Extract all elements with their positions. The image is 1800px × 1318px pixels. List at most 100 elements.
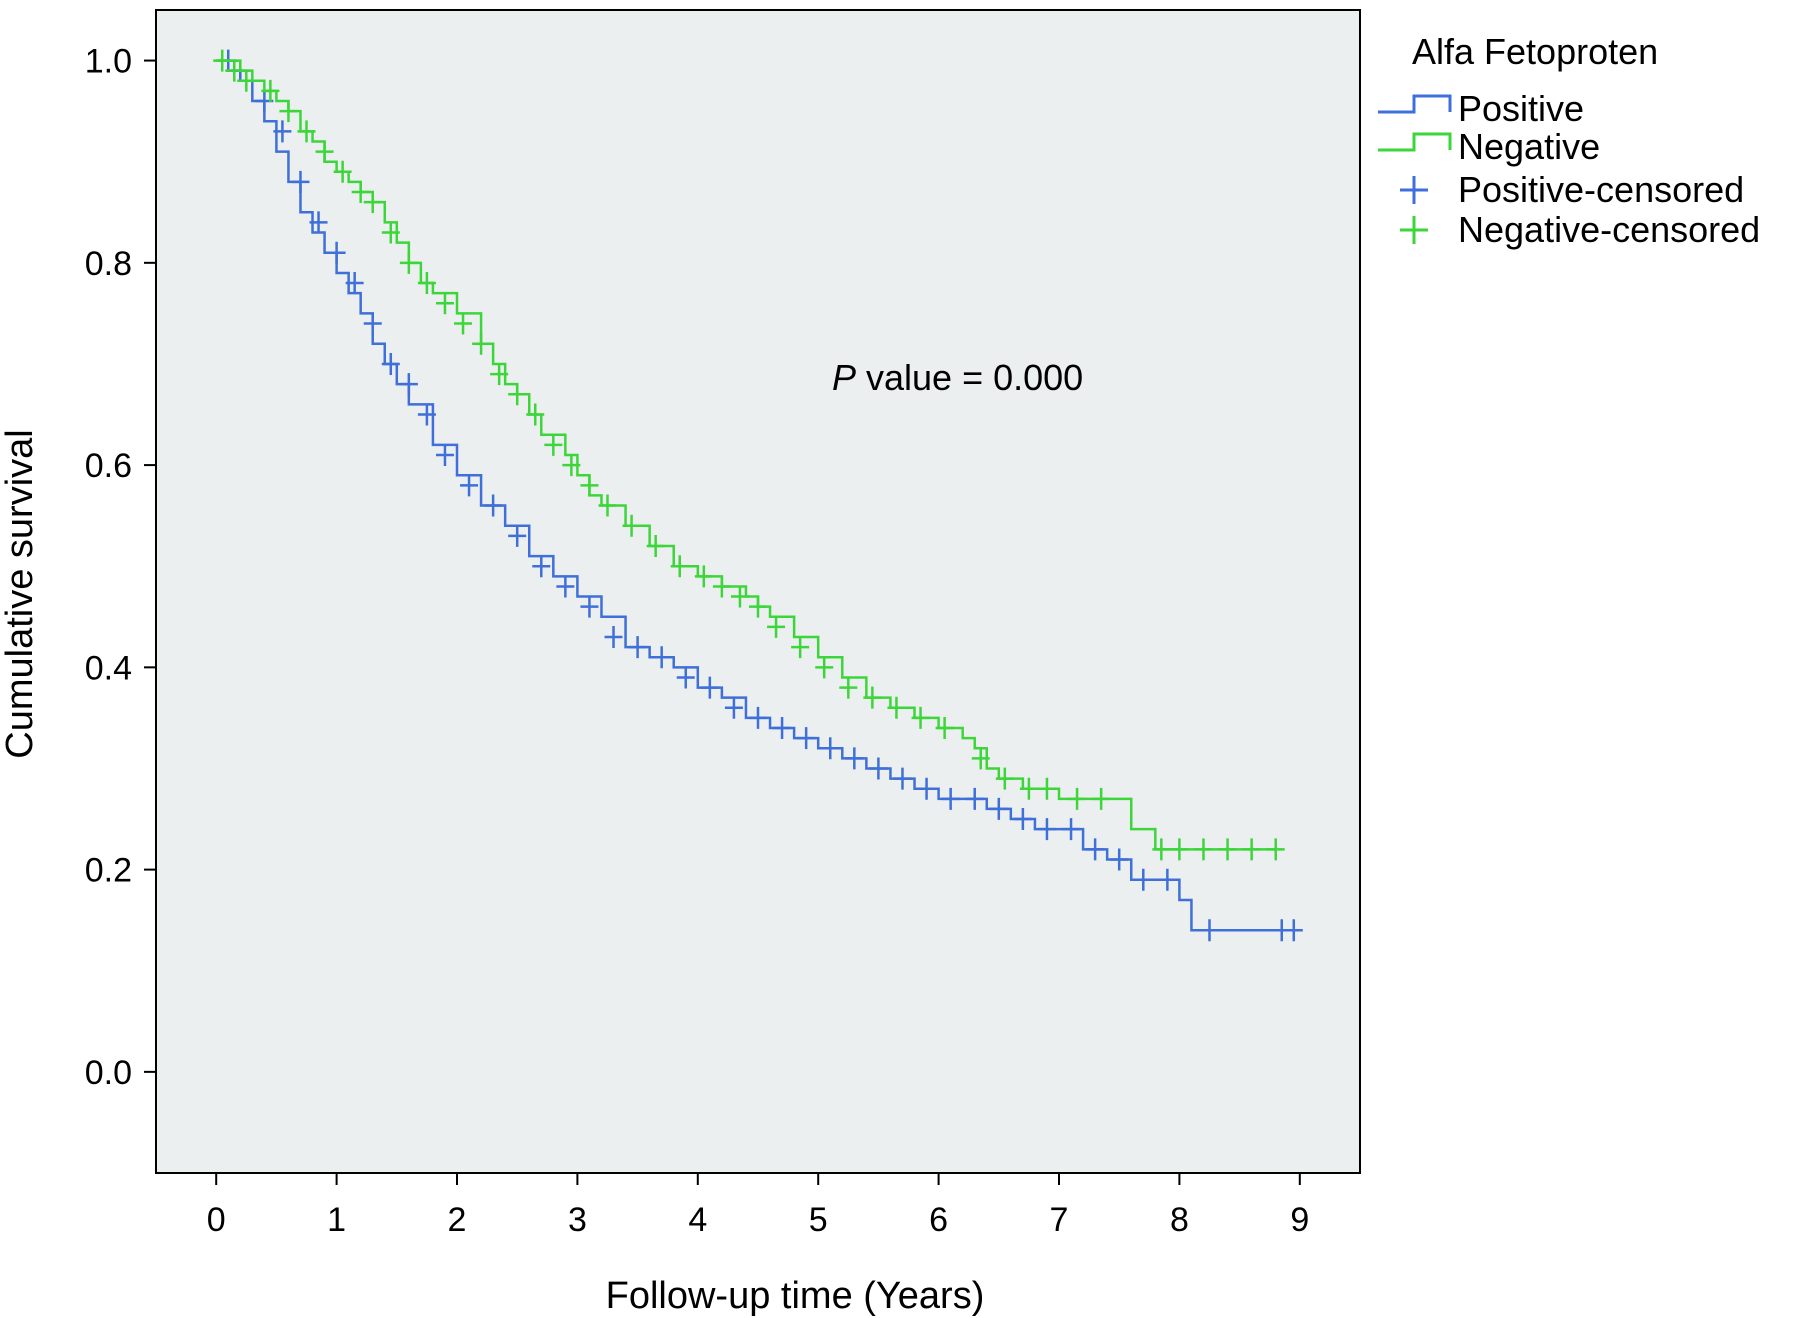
series-layer [213,49,1303,942]
negative-censored-mark [315,140,334,163]
negative-censored-mark [694,565,713,588]
negative-censored-mark [1170,838,1189,861]
positive-censored-mark [345,272,364,295]
positive-censored-mark [893,767,912,790]
positive-censored-mark [749,706,767,729]
legend-negative-censored-label: Negative-censored [1458,209,1760,250]
negative-censored-mark [351,181,370,204]
negative-censored-mark [454,312,473,335]
positive-censored-mark [1013,808,1032,831]
p-value-annotation: P value = 0.000 [832,357,1083,398]
negative-censored-mark [213,49,232,72]
positive-censored-mark [1062,818,1081,841]
negative-censored-mark [863,686,882,709]
legend-title: Alfa Fetoproten [1412,31,1658,72]
plot-area [155,9,1361,1174]
x-axis-title: Follow-up time (Years) [606,1275,985,1317]
negative-censored-mark [580,474,599,497]
negative-censored-mark [279,100,298,123]
negative-censored-mark [1037,777,1056,800]
negative-censored-mark [381,221,400,244]
positive-censored-mark [965,787,984,810]
positive-censored-mark [508,524,527,547]
positive-censored-mark [869,757,888,780]
x-axis: 0 1 2 3 4 5 6 7 8 9 [207,1173,1309,1239]
negative-censored-mark [526,403,545,426]
legend-positive-label: Positive [1458,88,1584,129]
negative-censored-mark [1266,838,1285,861]
positive-censored-mark [580,595,599,618]
negative-censored-mark [815,656,834,679]
positive-censored-mark [1037,818,1056,841]
positive-censored-mark [821,737,840,760]
positive-censored-mark [604,626,623,649]
positive-censored-mark [652,646,671,669]
negative-censored-mark [363,191,382,214]
positive-censored-mark [773,717,792,740]
negative-censored-mark [297,120,316,143]
positive-censored-mark [484,494,503,517]
positive-censored-mark [556,575,575,598]
positive-censored-mark [1158,868,1177,891]
legend-positive-symbol [1378,94,1452,114]
negative-censored-mark [237,69,256,92]
legend-negative-symbol [1378,132,1452,152]
x-tick-label: 1 [327,1201,346,1239]
negative-censored-mark [730,585,749,608]
y-tick-label: 0.6 [85,447,132,485]
negative-censored-mark [472,332,491,355]
positive-censored-mark [399,373,418,396]
positive-censored-mark [327,241,346,264]
y-tick-label: 0.4 [85,649,132,687]
negative-censored-mark [261,79,280,102]
negative-censored-mark [1194,838,1213,861]
x-tick-label: 6 [929,1201,948,1239]
negative-censored-mark [1218,838,1237,861]
positive-censored-mark [291,170,310,193]
negative-censored-mark [839,676,858,699]
positive-censored-mark [1110,848,1129,871]
negative-censored-mark [791,636,810,659]
negative-censored-mark [562,454,581,477]
positive-censored-mark [417,403,436,426]
positive-censored-mark [460,474,479,497]
positive-censored-mark [628,636,647,659]
positive-censored-mark [941,787,960,810]
negative-censored-mark [749,595,767,618]
negative-censored-mark [622,514,641,537]
positive-censored-mark [700,676,719,699]
negative-censored-mark [911,706,930,729]
negative-censored-mark [1242,838,1261,861]
negative-censored-mark [1152,838,1171,861]
negative-censored-mark [670,555,689,578]
y-axis-title: Cumulative survival [0,429,41,758]
negative-censored-mark [646,534,665,557]
legend-negative-label: Negative [1458,126,1600,167]
positive-censored-mark [381,352,400,375]
negative-censored-mark [995,767,1014,790]
negative-censored-mark [598,494,617,517]
y-axis: 0.0 0.2 0.4 0.6 0.8 1.0 [85,43,156,1092]
negative-censored-mark [1068,787,1087,810]
positive-censored-mark [845,747,864,770]
positive-censored-mark [797,727,816,750]
positive-censored-mark [435,443,454,466]
negative-censored-mark [712,575,731,598]
legend-positive-censored-symbol [1400,176,1428,204]
legend-positive-censored-label: Positive-censored [1458,169,1744,210]
negative-censored-mark [225,59,244,82]
negative-censored-mark [333,160,352,183]
positive-censored-mark [917,777,936,800]
negative-censored-mark [1019,777,1038,800]
x-tick-label: 2 [448,1201,467,1239]
negative-censored-mark [417,272,436,295]
y-tick-label: 1.0 [85,43,132,81]
positive-censored-mark [1200,919,1219,942]
x-tick-label: 9 [1290,1201,1309,1239]
positive-censored-mark [1284,919,1303,942]
positive-censored-mark [309,211,328,234]
positive-censored-mark [363,312,382,335]
p-value-italic: P [832,357,856,398]
negative-censored-mark [1092,787,1111,810]
